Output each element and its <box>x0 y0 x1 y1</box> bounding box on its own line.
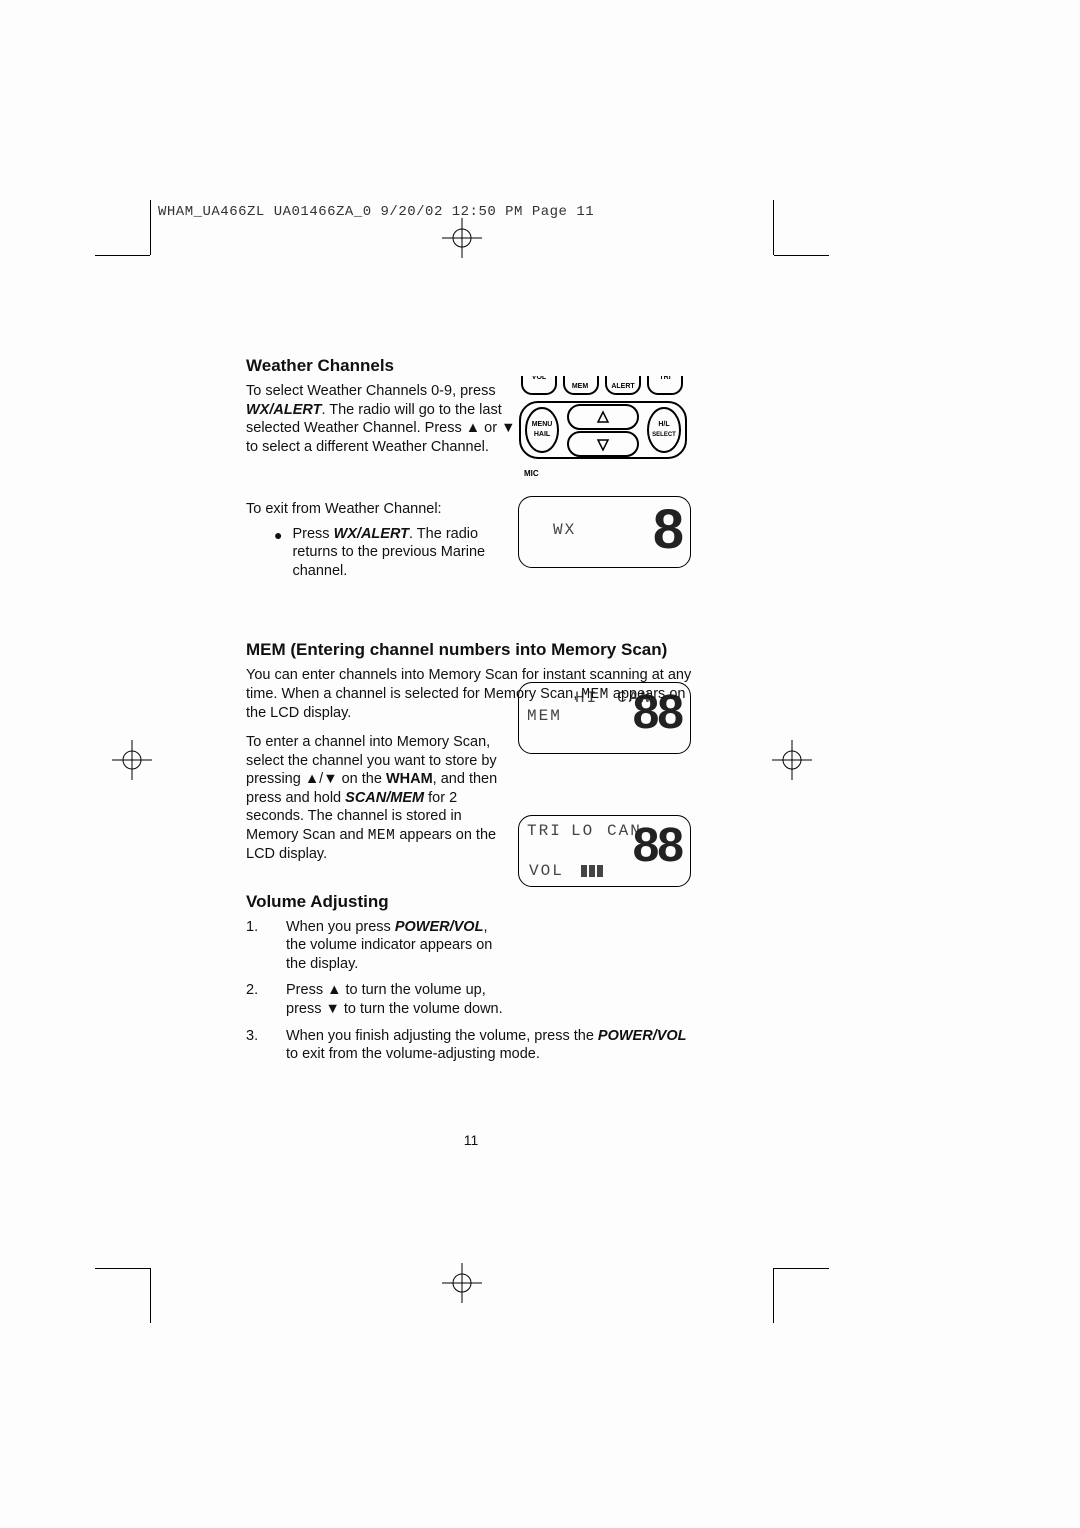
step-text: When you finish adjusting the volume, pr… <box>286 1027 696 1064</box>
text-mem-mono: MEM <box>368 828 396 844</box>
text: To select Weather Channels 0-9, press <box>246 383 496 399</box>
weather-para-1: To select Weather Channels 0-9, press WX… <box>246 382 516 456</box>
registration-mark <box>112 740 152 780</box>
text-wxalert: WX/ALERT <box>246 402 321 418</box>
bullet-item: ● Press WX/ALERT. The radio returns to t… <box>246 525 518 581</box>
text: to exit from the volume-adjusting mode. <box>286 1046 540 1062</box>
step-number: 3. <box>246 1027 264 1064</box>
heading-volume: Volume Adjusting <box>246 892 696 912</box>
crop-mark <box>95 1268 150 1269</box>
list-item: 1. When you press POWER/VOL, the volume … <box>246 918 696 974</box>
list-item: 3. When you finish adjusting the volume,… <box>246 1027 696 1064</box>
text-wham: WHAM <box>386 771 433 787</box>
mem-para-2: To enter a channel into Memory Scan, sel… <box>246 733 516 864</box>
crop-mark <box>774 1268 829 1269</box>
crop-mark <box>773 1268 774 1323</box>
heading-weather-channels: Weather Channels <box>246 356 696 376</box>
crop-mark <box>774 255 829 256</box>
text-powervol: POWER/VOL <box>598 1028 687 1044</box>
crop-mark <box>773 200 774 255</box>
text-powervol: POWER/VOL <box>395 919 484 935</box>
heading-mem: MEM (Entering channel numbers into Memor… <box>246 640 696 660</box>
registration-mark <box>772 740 812 780</box>
mem-para-1: You can enter channels into Memory Scan … <box>246 666 696 723</box>
exit-weather-para: To exit from Weather Channel: <box>246 500 696 519</box>
text: When you finish adjusting the volume, pr… <box>286 1028 598 1044</box>
text: When you press <box>286 919 395 935</box>
step-number: 1. <box>246 918 264 974</box>
running-header: WHAM_UA466ZL UA01466ZA_0 9/20/02 12:50 P… <box>158 204 594 220</box>
text-scanmem: SCAN/MEM <box>345 790 424 806</box>
crop-mark <box>150 200 151 255</box>
crop-mark <box>95 255 150 256</box>
page-number: 11 <box>246 1132 696 1148</box>
text: Press <box>292 526 333 542</box>
bullet-text: Press WX/ALERT. The radio returns to the… <box>292 525 518 581</box>
registration-mark <box>442 1263 482 1303</box>
bullet-icon: ● <box>274 528 282 581</box>
crop-mark <box>150 1268 151 1323</box>
volume-steps: 1. When you press POWER/VOL, the volume … <box>246 918 696 1064</box>
text-wxalert: WX/ALERT <box>334 526 409 542</box>
list-item: 2. Press ▲ to turn the volume up, press … <box>246 981 696 1018</box>
step-number: 2. <box>246 981 264 1018</box>
registration-mark <box>442 218 482 258</box>
step-text: Press ▲ to turn the volume up, press ▼ t… <box>286 981 511 1018</box>
text-mem-mono: MEM <box>581 687 609 703</box>
step-text: When you press POWER/VOL, the volume ind… <box>286 918 506 974</box>
